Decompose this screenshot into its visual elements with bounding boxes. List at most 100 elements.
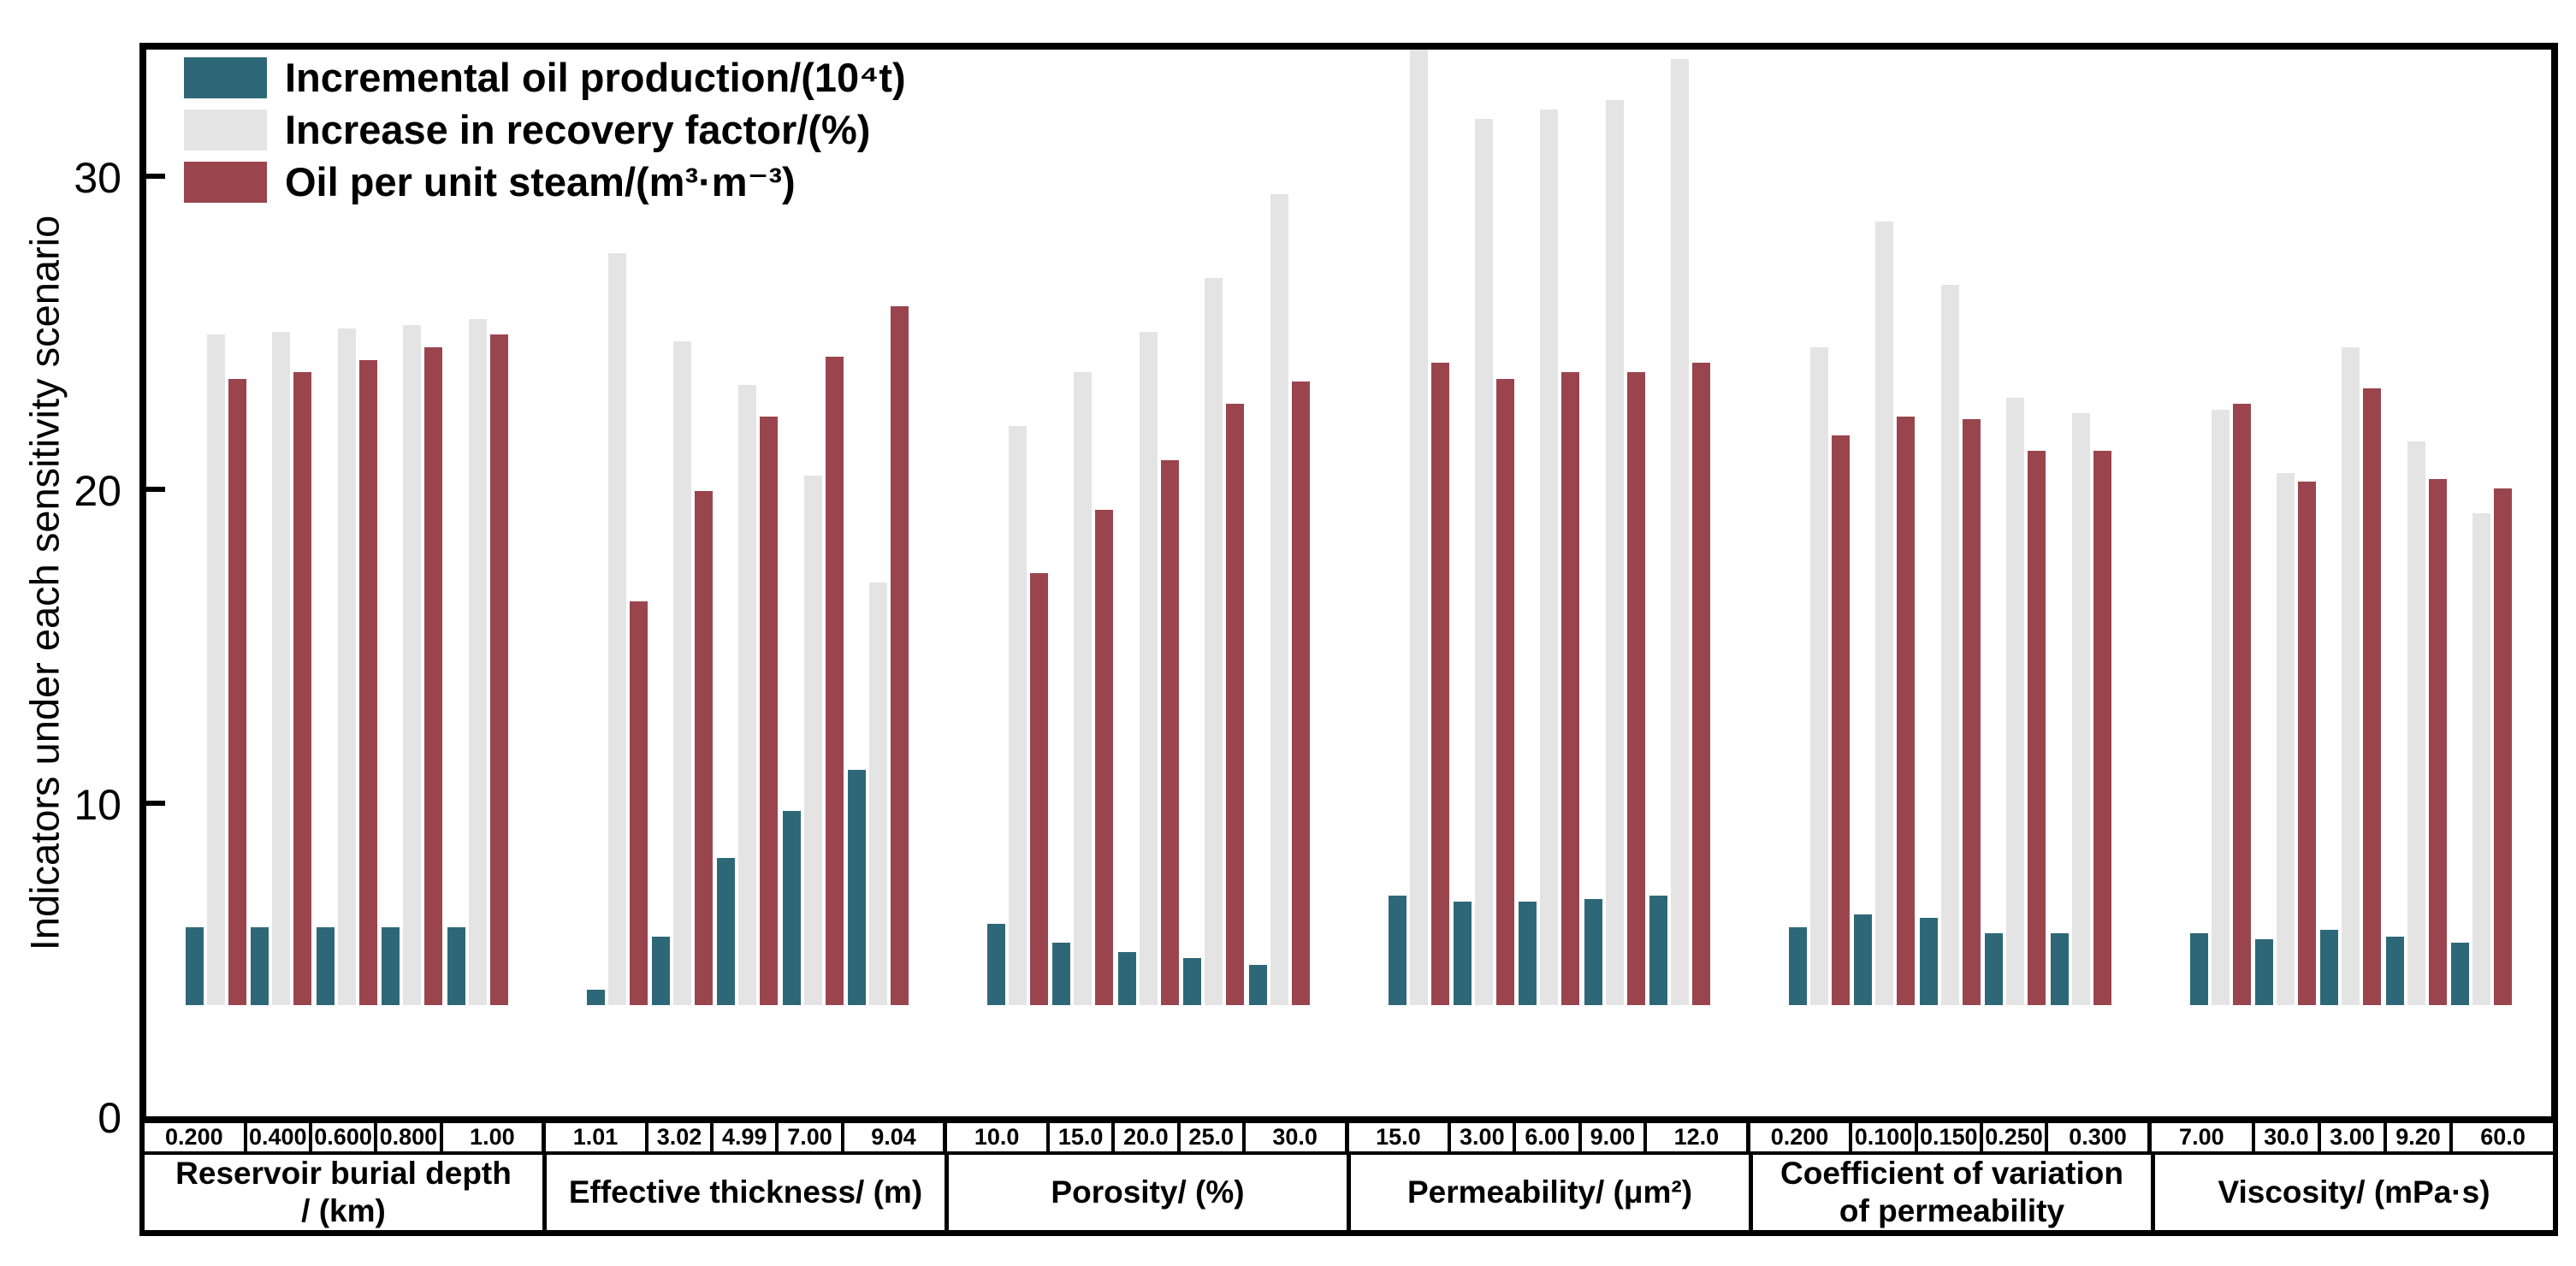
bar-oil-per-steam: [2428, 478, 2447, 1006]
bar-recovery: [1474, 118, 1493, 1006]
bar-group: [948, 193, 1349, 1006]
scenario-label-cell: 9.00: [1582, 1123, 1648, 1151]
scenario-label-cell: 9.20: [2387, 1123, 2454, 1151]
bar-production: [447, 926, 465, 1006]
bar-production: [586, 989, 605, 1006]
bar-cluster: [1584, 99, 1645, 1006]
bar-production: [1919, 917, 1938, 1006]
scenario-label-row: 0.200 0.400 0.600 0.800 1.00 1.01 3.02 4.99 7.00…: [145, 1123, 2553, 1155]
y-tick-label: 20: [74, 467, 121, 516]
legend-item: Increase in recovery factor/(%): [184, 108, 906, 152]
bar-cluster: [251, 331, 312, 1006]
bar-recovery: [1205, 278, 1223, 1006]
bar-cluster: [382, 325, 443, 1006]
bar-cluster: [987, 425, 1048, 1006]
bar-cluster: [1789, 346, 1850, 1006]
bar-production: [1248, 964, 1267, 1006]
bar-oil-per-steam: [1430, 363, 1449, 1006]
bar-cluster: [1649, 58, 1710, 1006]
bar-production: [2451, 942, 2469, 1006]
legend: Incremental oil production/(10⁴t) Increas…: [184, 56, 906, 212]
scenario-label-cell: 25.0: [1181, 1123, 1246, 1151]
bar-cluster: [586, 253, 648, 1006]
bar-recovery: [607, 253, 626, 1006]
scenario-label-cell: 0.200: [145, 1123, 247, 1151]
bar-cluster: [2189, 403, 2251, 1006]
bar-cluster: [2254, 472, 2316, 1006]
bar-oil-per-steam: [228, 378, 246, 1006]
bar-recovery: [2276, 472, 2295, 1006]
bar-oil-per-steam: [1832, 435, 1850, 1006]
scenario-label-cell: 10.0: [947, 1123, 1050, 1151]
bar-cluster: [1388, 50, 1449, 1006]
bar-production: [782, 811, 801, 1006]
bar-recovery: [738, 384, 757, 1006]
bar-recovery: [403, 325, 422, 1006]
bar-recovery: [1409, 50, 1428, 1006]
bar-oil-per-steam: [1897, 416, 1916, 1006]
bar-recovery: [672, 340, 691, 1006]
bar-production: [651, 936, 670, 1006]
bar-cluster: [1248, 193, 1310, 1006]
bar-oil-per-steam: [1160, 459, 1179, 1006]
bar-recovery: [1270, 193, 1288, 1006]
bar-cluster: [316, 328, 377, 1006]
bar-production: [1789, 926, 1807, 1006]
bar-cluster: [2050, 412, 2111, 1006]
bar-production: [717, 858, 736, 1006]
bar-oil-per-steam: [1030, 572, 1048, 1006]
scenario-label-cell: 1.00: [443, 1123, 547, 1151]
bar-oil-per-steam: [1692, 363, 1710, 1006]
y-tick-mark: [146, 487, 165, 493]
scenario-cell-group: 10.0 15.0 20.0 25.0 30.0: [947, 1123, 1349, 1151]
scenario-label-cell: 3.00: [2321, 1123, 2387, 1151]
bar-oil-per-steam: [825, 356, 844, 1006]
group-label-cell: Reservoir burial depth / (km): [145, 1155, 547, 1230]
bar-production: [2254, 939, 2273, 1006]
bar-recovery: [1875, 222, 1894, 1006]
scenario-label-cell: 0.300: [2048, 1123, 2152, 1151]
bar-cluster: [2451, 488, 2512, 1006]
bar-cluster: [848, 306, 909, 1006]
bar-cluster: [1183, 278, 1245, 1006]
bar-cluster: [1919, 284, 1981, 1006]
bar-oil-per-steam: [1495, 378, 1514, 1006]
scenario-cell-group: 7.00 30.0 3.00 9.20 60.0: [2152, 1123, 2553, 1151]
bar-oil-per-steam: [1561, 372, 1580, 1006]
bar-production: [1388, 896, 1406, 1006]
bar-recovery: [1940, 284, 1959, 1006]
bar-recovery: [2407, 441, 2425, 1006]
bar-recovery: [1540, 109, 1559, 1006]
bar-oil-per-steam: [293, 372, 312, 1006]
scenario-cell-group: 1.01 3.02 4.99 7.00 9.04: [546, 1123, 948, 1151]
y-axis-title: Indicators under each sensitivity scenar…: [21, 215, 68, 951]
scenario-cell-group: 15.0 3.00 6.00 9.00 12.0: [1349, 1123, 1750, 1151]
bar-recovery: [1074, 372, 1093, 1006]
legend-label: Increase in recovery factor/(%): [285, 107, 871, 152]
plot-area: [146, 50, 2552, 1006]
bar-recovery: [803, 476, 822, 1006]
bar-oil-per-steam: [489, 334, 508, 1006]
scenario-label-cell: 3.02: [648, 1123, 714, 1151]
bar-cluster: [1985, 397, 2046, 1006]
scenario-label-cell: 1.01: [546, 1123, 648, 1151]
bar-recovery: [1009, 425, 1027, 1006]
bar-oil-per-steam: [424, 346, 443, 1006]
scenario-label-cell: 12.0: [1647, 1123, 1750, 1151]
bar-oil-per-steam: [2297, 482, 2316, 1006]
bar-production: [316, 926, 335, 1006]
scenario-label-cell: 0.150: [1918, 1123, 1983, 1151]
bar-oil-per-steam: [1095, 510, 1114, 1006]
scenario-label-cell: 15.0: [1349, 1123, 1452, 1151]
scenario-label-cell: 0.100: [1852, 1123, 1918, 1151]
bar-cluster: [186, 334, 246, 1006]
bar-recovery: [468, 319, 487, 1006]
bar-recovery: [869, 582, 887, 1006]
y-tick-mark: [146, 174, 165, 180]
bar-oil-per-steam: [1626, 372, 1645, 1006]
bar-production: [987, 923, 1005, 1006]
bar-oil-per-steam: [629, 600, 648, 1006]
bar-group: [2151, 346, 2552, 1006]
bar-recovery: [1139, 331, 1158, 1006]
x-axis-table: 0.200 0.400 0.600 0.800 1.00 1.01 3.02 4.99 7.00…: [139, 1123, 2558, 1236]
